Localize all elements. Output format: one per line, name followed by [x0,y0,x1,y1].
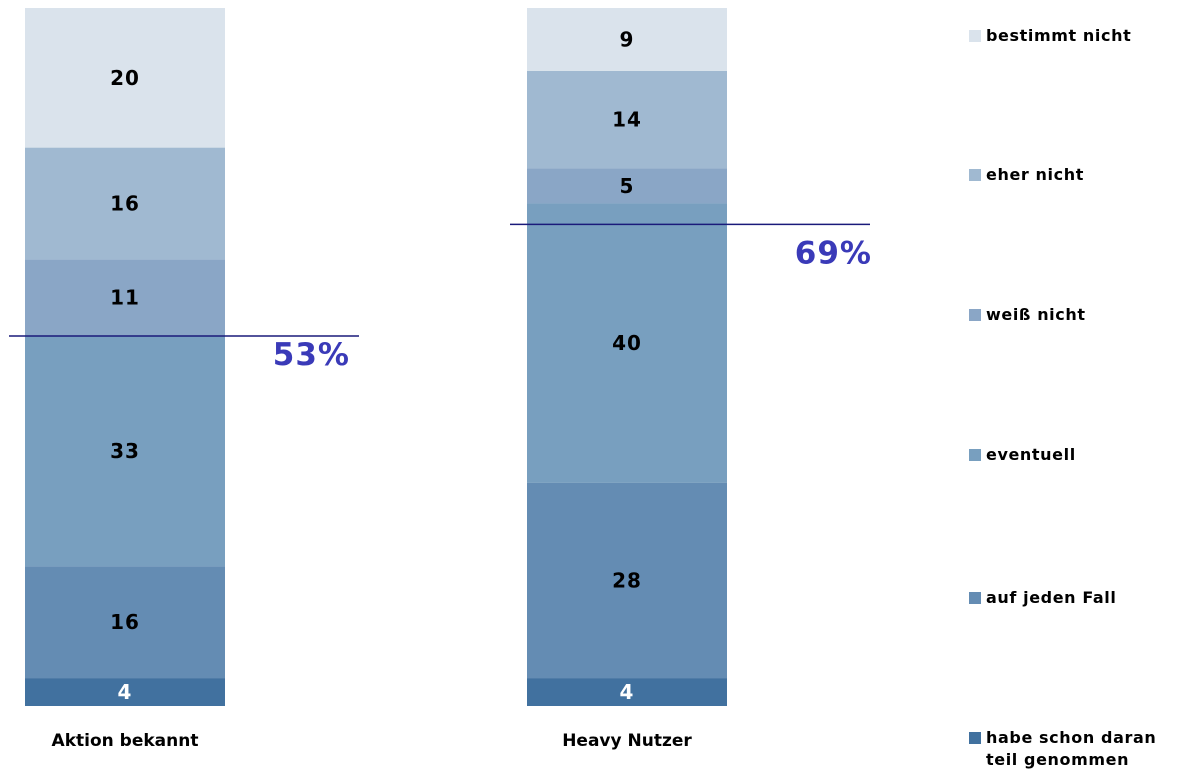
bar-segment-aktion-bekannt-auf-jeden-fall [25,566,225,679]
legend-swatch-eher-nicht [969,169,981,181]
percentage-annotation: 69% [795,235,872,271]
data-label: 4 [118,680,133,704]
legend-swatch-habe-schon-daran-teil-genommen [969,732,981,744]
legend-label-eventuell: eventuell [986,445,1076,464]
legend-swatch-bestimmt-nicht [969,30,981,42]
category-label-aktion-bekannt: Aktion bekannt [52,731,199,751]
bar-segment-heavy-nutzer-eventuell [527,203,727,483]
bar-segment-heavy-nutzer-habe-schon-daran-teil-genommen [527,678,727,706]
legend-label-auf-jeden-fall: auf jeden Fall [986,588,1116,607]
data-label: 33 [110,439,140,463]
data-label: 4 [620,680,635,704]
bar-segment-heavy-nutzer-eher-nicht [527,70,727,169]
category-label-heavy-nutzer: Heavy Nutzer [562,731,692,751]
bar-segment-aktion-bekannt-eventuell [25,336,225,567]
data-label: 16 [110,610,140,634]
percentage-annotation: 53% [273,337,350,373]
bar-segment-heavy-nutzer-weiss-nicht [527,168,727,204]
bar-segment-aktion-bekannt-bestimmt-nicht [25,8,225,148]
bar-segment-aktion-bekannt-eher-nicht [25,147,225,260]
bar-segment-heavy-nutzer-auf-jeden-fall [527,482,727,679]
legend-label-weiss-nicht: weiß nicht [986,305,1086,324]
data-label: 14 [612,108,642,132]
legend-label-bestimmt-nicht: bestimmt nicht [986,26,1131,45]
legend-label-eher-nicht: eher nicht [986,165,1084,184]
bar-segment-aktion-bekannt-weiss-nicht [25,259,225,337]
legend-swatch-eventuell [969,449,981,461]
data-label: 16 [110,191,140,215]
data-label: 11 [110,286,140,310]
data-label: 40 [612,331,642,355]
data-label: 9 [620,27,635,51]
data-label: 28 [612,568,642,592]
legend-swatch-weiss-nicht [969,309,981,321]
legend-swatch-auf-jeden-fall [969,592,981,604]
data-label: 5 [620,174,635,198]
data-label: 20 [110,66,140,90]
bar-segment-heavy-nutzer-bestimmt-nicht [527,8,727,71]
legend-label-habe-schon-daran-teil-genommen: habe schon daran teil genommen [986,728,1156,769]
bar-segment-aktion-bekannt-habe-schon-daran-teil-genommen [25,678,225,706]
